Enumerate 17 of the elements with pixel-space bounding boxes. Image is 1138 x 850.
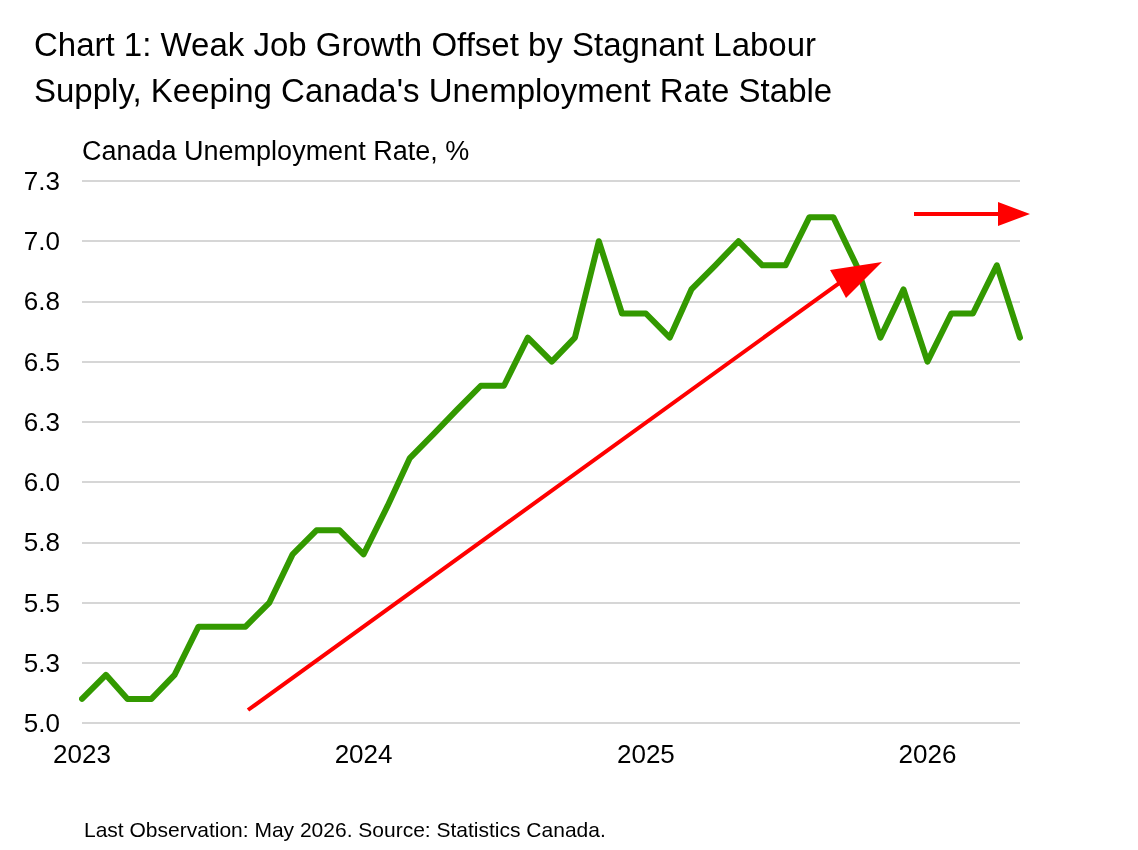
y-tick-label: 6.0 bbox=[23, 467, 60, 498]
y-tick-label: 5.0 bbox=[23, 708, 60, 738]
text: Last Observation: May 2026. Source: Statistics Canada. bbox=[84, 818, 606, 842]
x-tick-label: 2025 bbox=[616, 739, 675, 769]
x-tick-label: 2023 bbox=[53, 739, 111, 769]
y-tick-label: 5.8 bbox=[23, 527, 60, 558]
chart-title: Chart 1: Weak Job Growth Offset by Stagnant Labour Supply, Keeping Canada's Unemployment Rate Stable bbox=[34, 25, 833, 111]
y-tick-label: 7.0 bbox=[23, 226, 60, 257]
y-tick-label: 5.5 bbox=[23, 587, 60, 618]
x-tick-label: 2026 bbox=[898, 739, 957, 769]
y-tick-label: 6.3 bbox=[23, 406, 60, 437]
y-tick-label: 6.8 bbox=[23, 286, 60, 317]
x-tick-label: 2024 bbox=[334, 739, 393, 769]
y-tick-label: 6.5 bbox=[23, 346, 60, 377]
y-tick-label: 7.3 bbox=[23, 166, 60, 196]
y-tick-label: 5.3 bbox=[23, 647, 60, 678]
y-axis-title: Canada Unemployment Rate, % bbox=[82, 136, 470, 167]
